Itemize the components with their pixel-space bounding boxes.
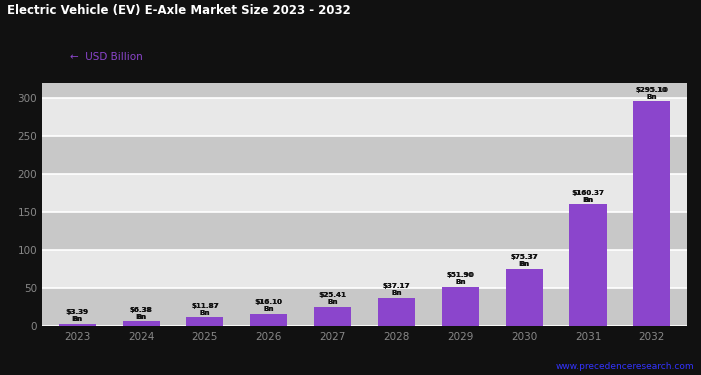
Bar bbox=[569, 204, 606, 326]
Bar bbox=[250, 314, 287, 326]
Text: ←  USD Billion: ← USD Billion bbox=[70, 53, 143, 63]
Text: $16.10
Bn: $16.10 Bn bbox=[254, 300, 283, 312]
Text: $51.90
Bn: $51.90 Bn bbox=[447, 272, 474, 285]
Text: $25.41
Bn: $25.41 Bn bbox=[319, 292, 346, 305]
Text: $16.10
Bn: $16.10 Bn bbox=[255, 300, 283, 312]
Bar bbox=[442, 287, 479, 326]
Bar bbox=[633, 102, 670, 326]
Text: $160.37
Bn: $160.37 Bn bbox=[572, 190, 604, 202]
Bar bbox=[59, 324, 96, 326]
Text: $6.38
Bn: $6.38 Bn bbox=[130, 307, 152, 320]
Bar bbox=[314, 307, 351, 326]
Text: $75.37
Bn: $75.37 Bn bbox=[510, 254, 538, 267]
Text: $295.10
Bn: $295.10 Bn bbox=[636, 87, 668, 100]
Bar bbox=[42, 174, 687, 212]
Bar bbox=[42, 212, 687, 250]
Bar bbox=[442, 287, 479, 326]
Text: $25.41
Bn: $25.41 Bn bbox=[319, 292, 346, 305]
Bar bbox=[123, 321, 160, 326]
Bar bbox=[378, 298, 415, 326]
Bar bbox=[42, 82, 687, 98]
Bar bbox=[505, 269, 543, 326]
Text: $295.10
Bn: $295.10 Bn bbox=[635, 87, 668, 100]
Bar bbox=[42, 250, 687, 288]
Text: $51.90
Bn: $51.90 Bn bbox=[447, 272, 475, 285]
Bar bbox=[186, 317, 224, 326]
Text: $6.38
Bn: $6.38 Bn bbox=[130, 307, 153, 320]
Bar bbox=[378, 298, 415, 326]
Bar bbox=[250, 314, 287, 326]
Bar bbox=[633, 102, 670, 326]
Bar bbox=[505, 269, 543, 326]
Text: $75.37
Bn: $75.37 Bn bbox=[510, 254, 538, 267]
Text: www.precedenceresearch.com: www.precedenceresearch.com bbox=[555, 362, 694, 371]
Text: $160.37
Bn: $160.37 Bn bbox=[571, 190, 604, 202]
Bar bbox=[186, 317, 224, 326]
Text: $3.39
Bn: $3.39 Bn bbox=[66, 309, 88, 322]
Bar bbox=[42, 98, 687, 136]
Text: $3.39
Bn: $3.39 Bn bbox=[66, 309, 88, 322]
Bar bbox=[59, 324, 96, 326]
Bar bbox=[42, 136, 687, 174]
Bar bbox=[569, 204, 606, 326]
Bar bbox=[42, 288, 687, 326]
Bar bbox=[314, 307, 351, 326]
Bar bbox=[123, 321, 160, 326]
Text: $37.17
Bn: $37.17 Bn bbox=[383, 284, 410, 296]
Text: Electric Vehicle (EV) E-Axle Market Size 2023 - 2032: Electric Vehicle (EV) E-Axle Market Size… bbox=[7, 4, 350, 17]
Text: $11.87
Bn: $11.87 Bn bbox=[191, 303, 219, 316]
Text: $37.17
Bn: $37.17 Bn bbox=[383, 284, 410, 296]
Text: $11.87
Bn: $11.87 Bn bbox=[191, 303, 219, 316]
